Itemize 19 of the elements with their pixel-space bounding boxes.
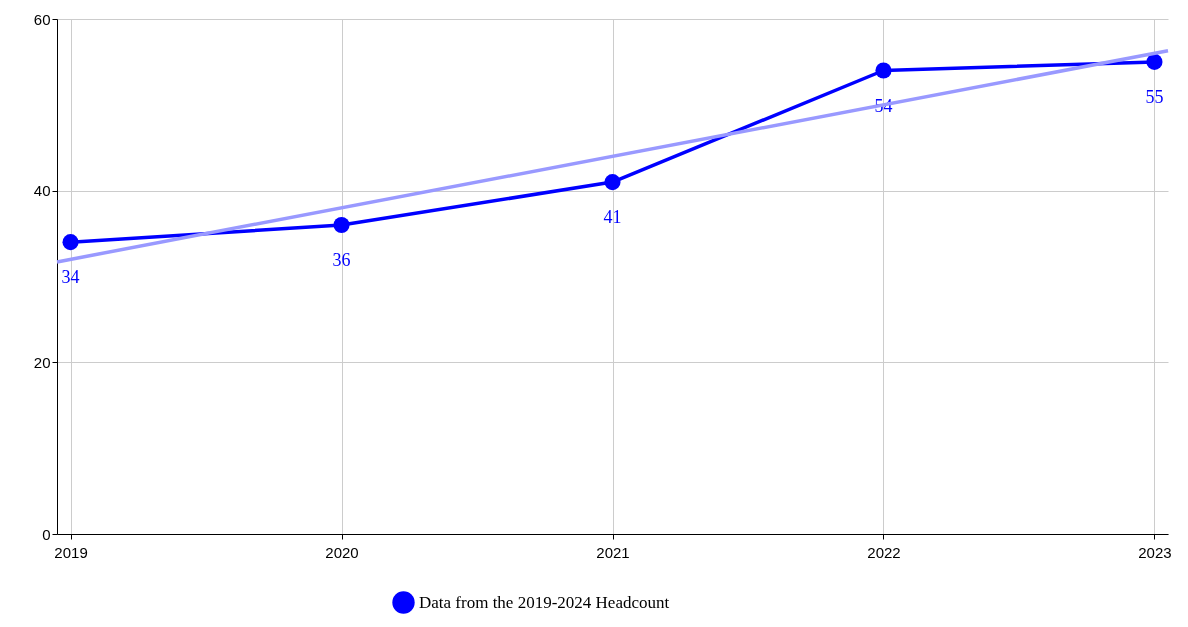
point <box>333 216 350 234</box>
y-tick-label: 60 <box>33 10 51 28</box>
x-tick-label: 2020 <box>325 543 359 561</box>
x-tick-label: 2023 <box>1138 543 1172 561</box>
y-tick-label: 40 <box>33 182 51 200</box>
x-tick-label: 2019 <box>54 543 88 561</box>
point <box>62 234 79 251</box>
data-label: 41 <box>603 207 622 228</box>
point <box>875 62 892 79</box>
x-tick-label: 2021 <box>596 543 630 561</box>
data-label: 55 <box>1145 86 1164 107</box>
y-tick-label: 0 <box>42 525 51 543</box>
data-label: 36 <box>332 250 351 270</box>
point <box>604 174 621 191</box>
data-label: 34 <box>61 267 80 288</box>
point <box>1146 53 1163 70</box>
x-tick-label: 2022 <box>867 543 901 561</box>
y-tick-label: 20 <box>33 353 51 371</box>
legend-label: Data from the 2019-2024 Headcount <box>419 592 670 612</box>
